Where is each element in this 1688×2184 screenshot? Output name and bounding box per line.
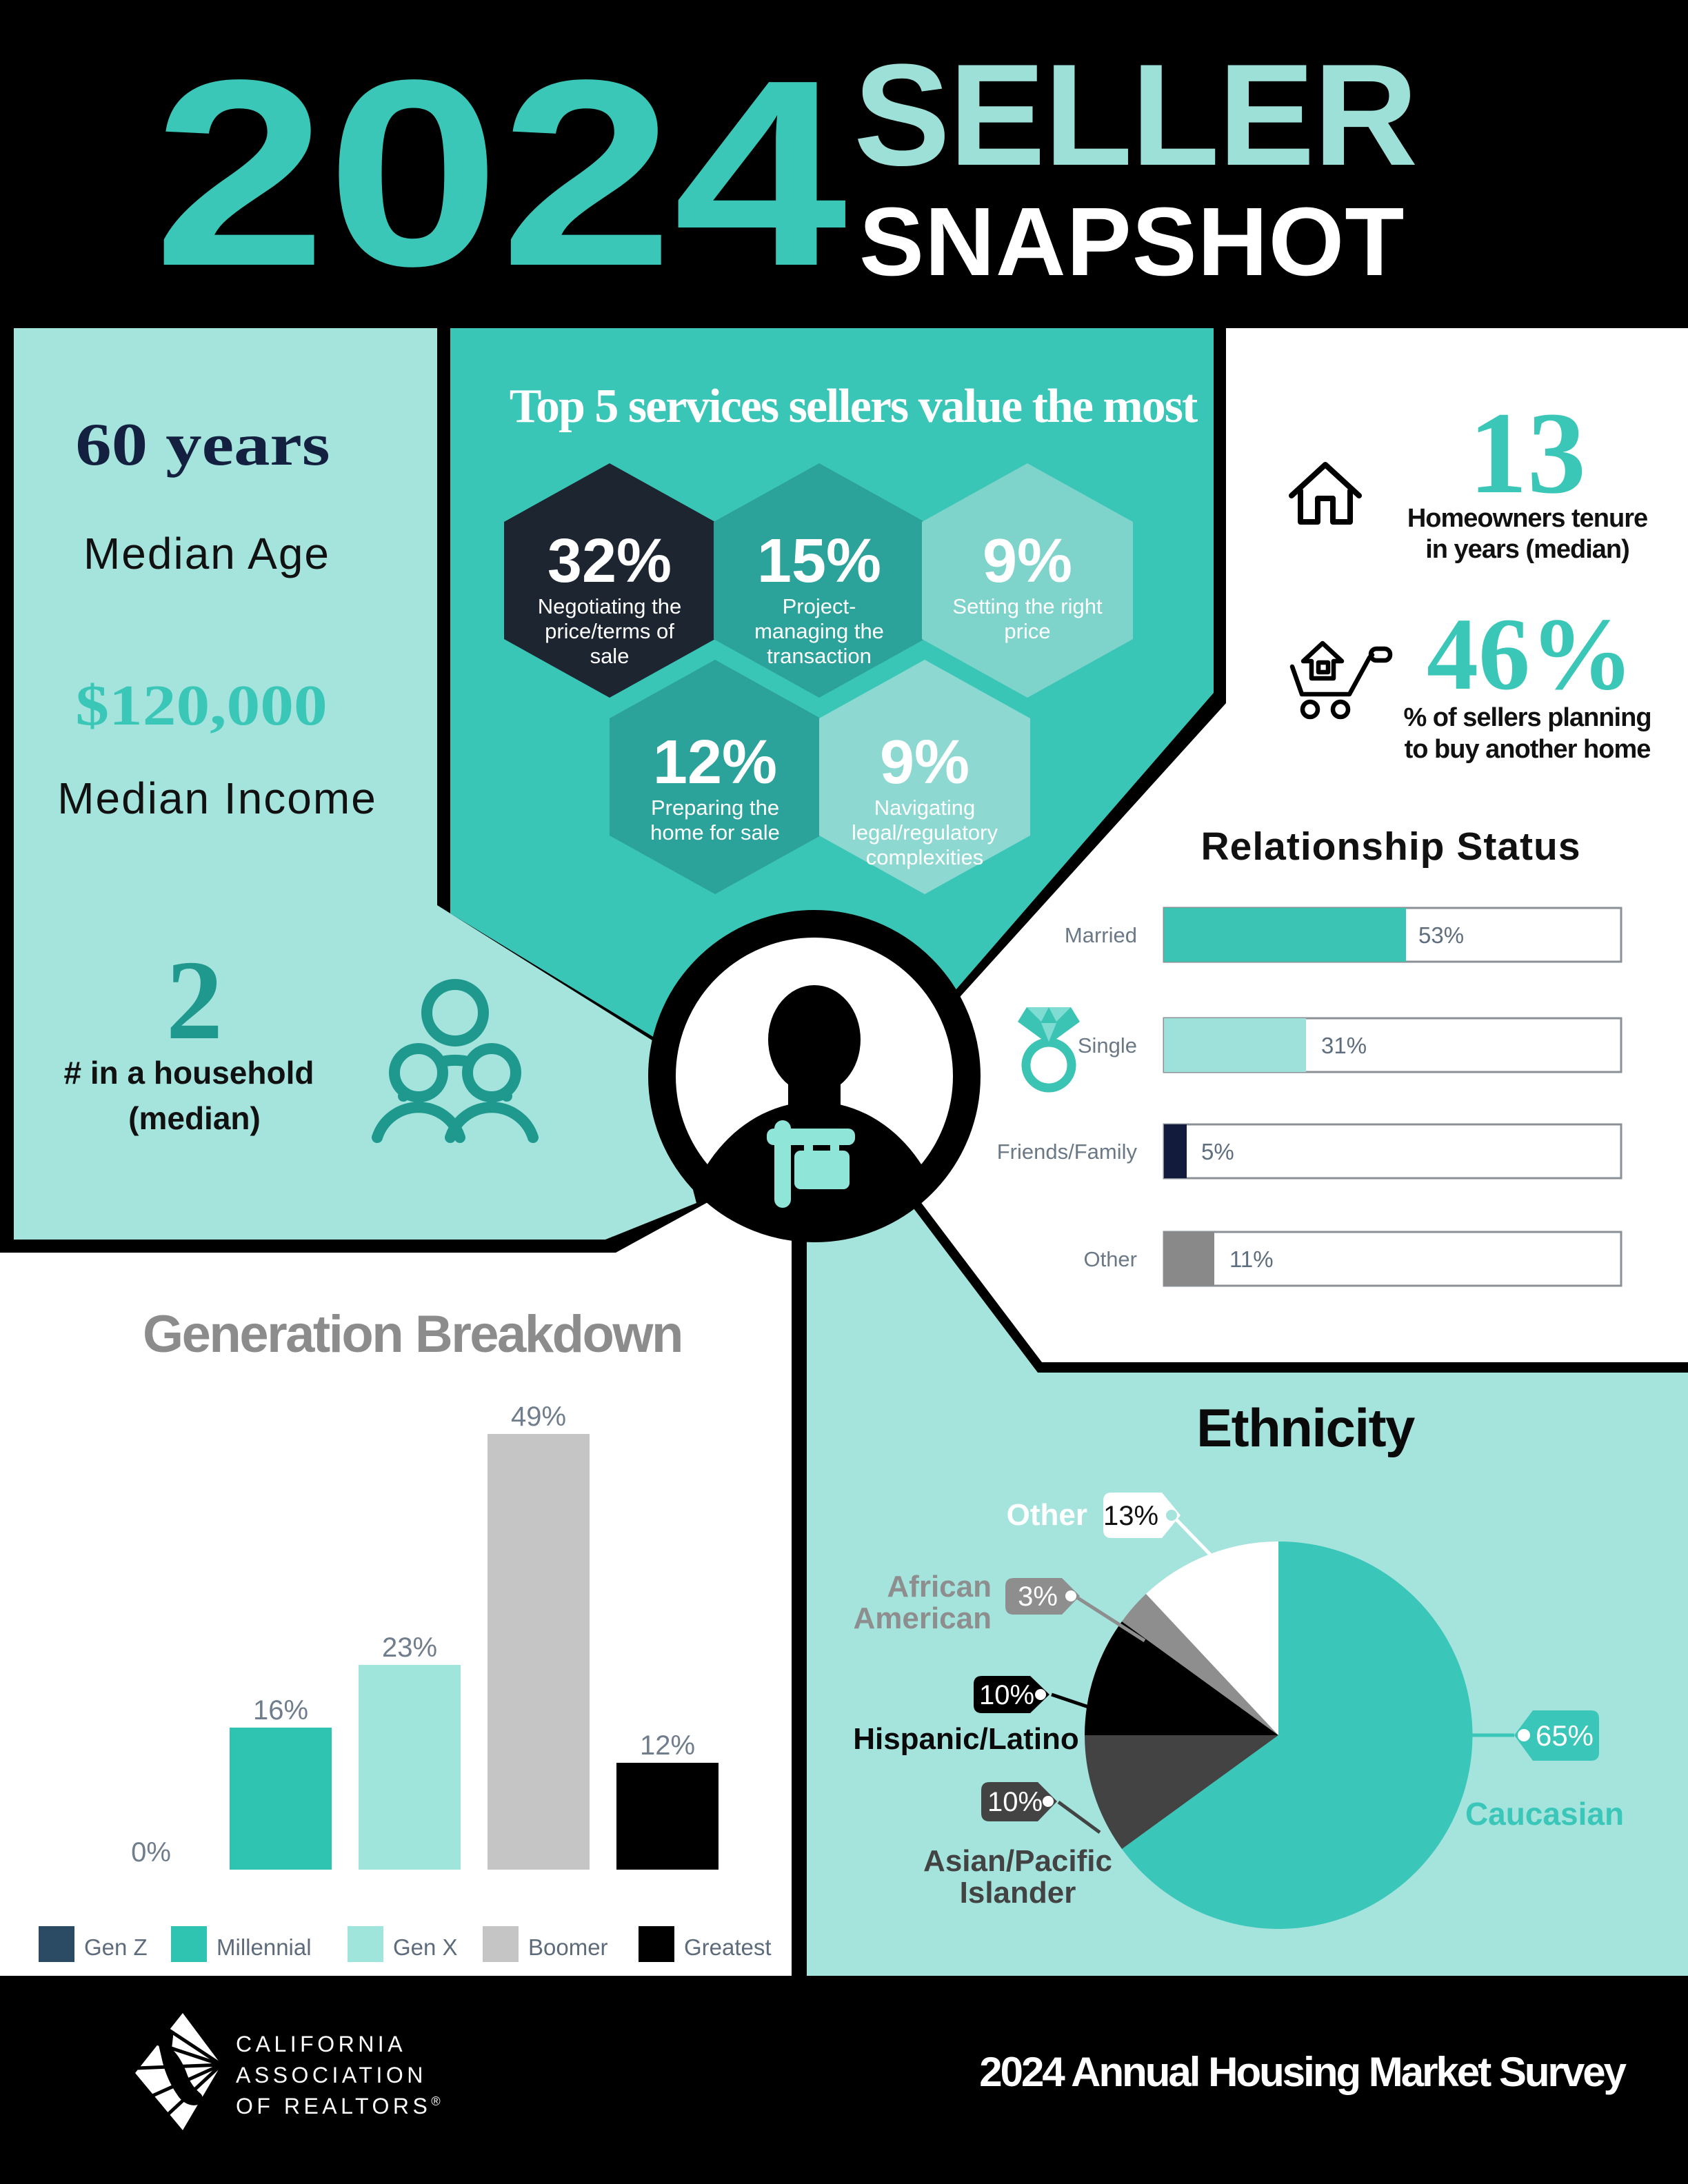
- svg-text:9%: 9%: [880, 728, 969, 797]
- svg-text:Millennial: Millennial: [217, 1934, 312, 1960]
- svg-text:Median Income: Median Income: [57, 774, 377, 823]
- svg-text:Caucasian: Caucasian: [1465, 1796, 1624, 1832]
- svg-text:# in a household: # in a household: [64, 1055, 314, 1091]
- svg-text:Preparing the: Preparing the: [651, 796, 779, 820]
- svg-text:to buy another home: to buy another home: [1405, 735, 1651, 764]
- svg-text:CALIFORNIA: CALIFORNIA: [236, 2032, 406, 2056]
- svg-text:10%: 10%: [979, 1680, 1034, 1710]
- svg-text:Friends/Family: Friends/Family: [997, 1140, 1138, 1164]
- svg-text:2024: 2024: [153, 26, 849, 322]
- svg-text:Ethnicity: Ethnicity: [1196, 1397, 1415, 1458]
- svg-text:Navigating: Navigating: [874, 796, 975, 820]
- svg-text:in years (median): in years (median): [1425, 535, 1629, 564]
- svg-text:Greatest: Greatest: [684, 1934, 772, 1960]
- svg-text:32%: 32%: [547, 527, 672, 596]
- svg-text:Median Age: Median Age: [83, 529, 330, 578]
- svg-text:46%: 46%: [1427, 597, 1634, 711]
- svg-text:13: 13: [1469, 388, 1586, 518]
- svg-text:Negotiating the: Negotiating the: [538, 594, 682, 618]
- svg-text:Gen X: Gen X: [393, 1934, 458, 1960]
- svg-text:23%: 23%: [382, 1632, 437, 1663]
- svg-text:Top 5 services sellers value t: Top 5 services sellers value the most: [510, 380, 1198, 433]
- svg-text:65%: 65%: [1536, 1719, 1594, 1752]
- svg-text:Other: Other: [1083, 1247, 1137, 1271]
- svg-text:2024 Annual Housing Market Sur: 2024 Annual Housing Market Survey: [979, 2049, 1627, 2095]
- svg-text:Relationship Status: Relationship Status: [1200, 825, 1580, 869]
- svg-text:OF REALTORS®: OF REALTORS®: [236, 2094, 444, 2119]
- svg-text:Homeowners tenure: Homeowners tenure: [1407, 504, 1647, 533]
- svg-text:American: American: [853, 1601, 992, 1635]
- svg-text:Boomer: Boomer: [528, 1934, 608, 1960]
- svg-text:complexities: complexities: [866, 845, 984, 869]
- svg-text:SELLER: SELLER: [854, 34, 1416, 196]
- svg-text:13%: 13%: [1103, 1501, 1158, 1531]
- svg-text:Gen Z: Gen Z: [84, 1934, 148, 1960]
- svg-text:3%: 3%: [1018, 1581, 1058, 1612]
- svg-text:Islander: Islander: [960, 1876, 1076, 1910]
- svg-text:% of sellers planning: % of sellers planning: [1403, 703, 1651, 732]
- svg-text:15%: 15%: [757, 527, 881, 596]
- svg-text:price: price: [1004, 619, 1050, 643]
- svg-text:5%: 5%: [1201, 1139, 1234, 1164]
- svg-text:31%: 31%: [1321, 1033, 1367, 1058]
- svg-text:SNAPSHOT: SNAPSHOT: [859, 187, 1405, 296]
- svg-text:12%: 12%: [653, 728, 777, 797]
- svg-text:49%: 49%: [511, 1402, 566, 1432]
- svg-text:home for sale: home for sale: [650, 820, 780, 845]
- svg-text:9%: 9%: [983, 527, 1072, 596]
- svg-text:0%: 0%: [131, 1837, 171, 1868]
- svg-text:2: 2: [166, 937, 223, 1063]
- svg-text:Setting the right: Setting the right: [952, 594, 1103, 618]
- svg-text:transaction: transaction: [767, 644, 872, 668]
- svg-text:10%: 10%: [987, 1787, 1043, 1817]
- svg-text:16%: 16%: [253, 1695, 308, 1726]
- svg-text:Other: Other: [1007, 1498, 1087, 1532]
- svg-text:ASSOCIATION: ASSOCIATION: [236, 2063, 427, 2087]
- svg-text:sale: sale: [590, 644, 630, 668]
- svg-text:60 years: 60 years: [75, 411, 330, 478]
- svg-text:$120,000: $120,000: [75, 673, 327, 737]
- svg-text:Single: Single: [1078, 1033, 1137, 1058]
- svg-text:(median): (median): [128, 1100, 261, 1136]
- svg-text:African: African: [887, 1570, 992, 1604]
- svg-text:Generation Breakdown: Generation Breakdown: [143, 1305, 682, 1364]
- svg-text:12%: 12%: [640, 1730, 695, 1761]
- svg-text:Married: Married: [1065, 923, 1137, 947]
- svg-text:price/terms of: price/terms of: [545, 619, 674, 643]
- svg-text:11%: 11%: [1229, 1246, 1274, 1272]
- svg-text:legal/regulatory: legal/regulatory: [852, 820, 998, 845]
- svg-text:53%: 53%: [1418, 922, 1464, 948]
- svg-text:Asian/Pacific: Asian/Pacific: [923, 1844, 1112, 1878]
- svg-text:Project-: Project-: [783, 594, 856, 618]
- svg-text:Hispanic/Latino: Hispanic/Latino: [853, 1722, 1079, 1756]
- svg-text:managing the: managing the: [754, 619, 884, 643]
